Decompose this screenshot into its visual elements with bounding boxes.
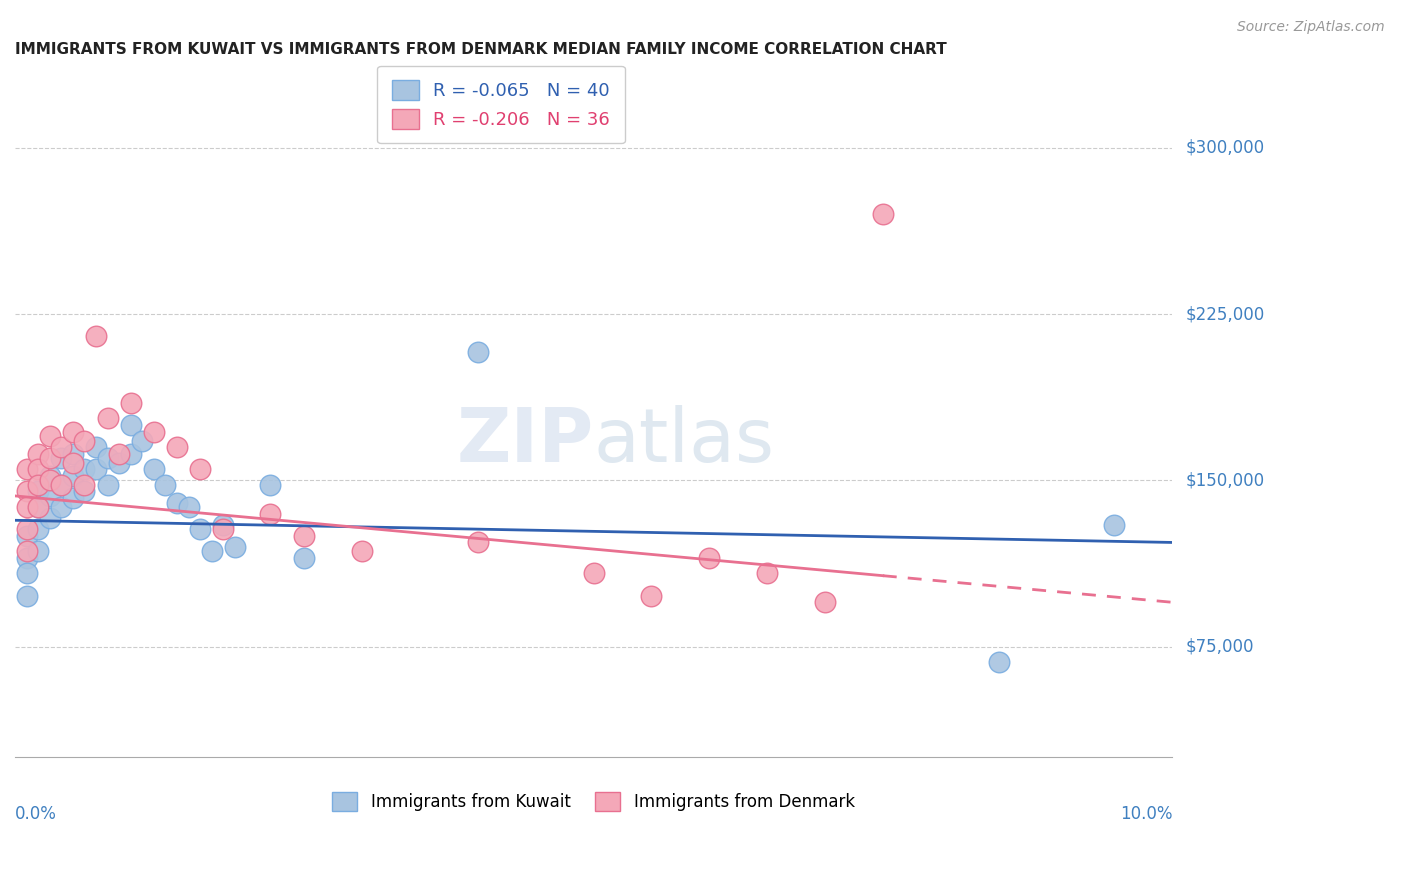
Point [27,478,49,492]
Point [62,425,84,439]
Point [1104,517,1126,532]
Point [73,484,96,499]
Point [166,495,188,509]
Point [97,411,120,425]
Point [582,566,605,581]
Point [108,447,131,461]
Point [188,522,211,536]
Point [467,535,489,549]
Point [73,434,96,448]
Text: $225,000: $225,000 [1187,305,1265,323]
Point [27,522,49,536]
Point [640,589,662,603]
Point [27,447,49,461]
Point [62,447,84,461]
Point [15,589,38,603]
Point [62,456,84,470]
Point [51,451,73,466]
Point [259,478,281,492]
Point [38,489,60,503]
Point [120,396,142,410]
Point [201,544,224,558]
Point [224,540,246,554]
Point [38,451,60,466]
Point [15,551,38,566]
Point [84,329,107,343]
Point [872,207,894,221]
Point [166,440,188,454]
Point [15,544,38,558]
Point [51,478,73,492]
Point [27,462,49,476]
Point [814,595,837,609]
Point [292,551,315,566]
Point [51,500,73,514]
Text: ZIP: ZIP [457,405,593,478]
Point [212,522,235,536]
Point [38,469,60,483]
Point [27,500,49,514]
Text: $300,000: $300,000 [1187,139,1265,157]
Legend: Immigrants from Kuwait, Immigrants from Denmark: Immigrants from Kuwait, Immigrants from … [326,786,862,818]
Point [188,462,211,476]
Text: $75,000: $75,000 [1187,638,1254,656]
Point [108,456,131,470]
Point [97,451,120,466]
Point [155,478,177,492]
Point [73,478,96,492]
Point [142,462,165,476]
Point [27,484,49,499]
Point [756,566,779,581]
Point [51,478,73,492]
Point [987,655,1010,669]
Point [292,529,315,543]
Point [697,551,720,566]
Point [15,522,38,536]
Point [120,417,142,432]
Point [15,500,38,514]
Point [84,440,107,454]
Text: 0.0%: 0.0% [15,805,56,823]
Text: $150,000: $150,000 [1187,471,1265,490]
Point [62,469,84,483]
Text: atlas: atlas [593,405,775,478]
Text: Source: ZipAtlas.com: Source: ZipAtlas.com [1237,20,1385,34]
Point [131,434,153,448]
Text: 10.0%: 10.0% [1119,805,1173,823]
Point [84,462,107,476]
Point [120,447,142,461]
Point [15,484,38,499]
Point [38,429,60,443]
Point [259,507,281,521]
Point [352,544,374,558]
Point [73,462,96,476]
Point [177,500,200,514]
Point [27,500,49,514]
Point [27,544,49,558]
Point [97,478,120,492]
Point [38,511,60,525]
Point [62,491,84,505]
Point [467,344,489,359]
Text: IMMIGRANTS FROM KUWAIT VS IMMIGRANTS FROM DENMARK MEDIAN FAMILY INCOME CORRELATI: IMMIGRANTS FROM KUWAIT VS IMMIGRANTS FRO… [15,42,946,57]
Point [51,440,73,454]
Point [15,529,38,543]
Point [212,517,235,532]
Point [142,425,165,439]
Point [38,474,60,488]
Point [15,462,38,476]
Point [15,566,38,581]
